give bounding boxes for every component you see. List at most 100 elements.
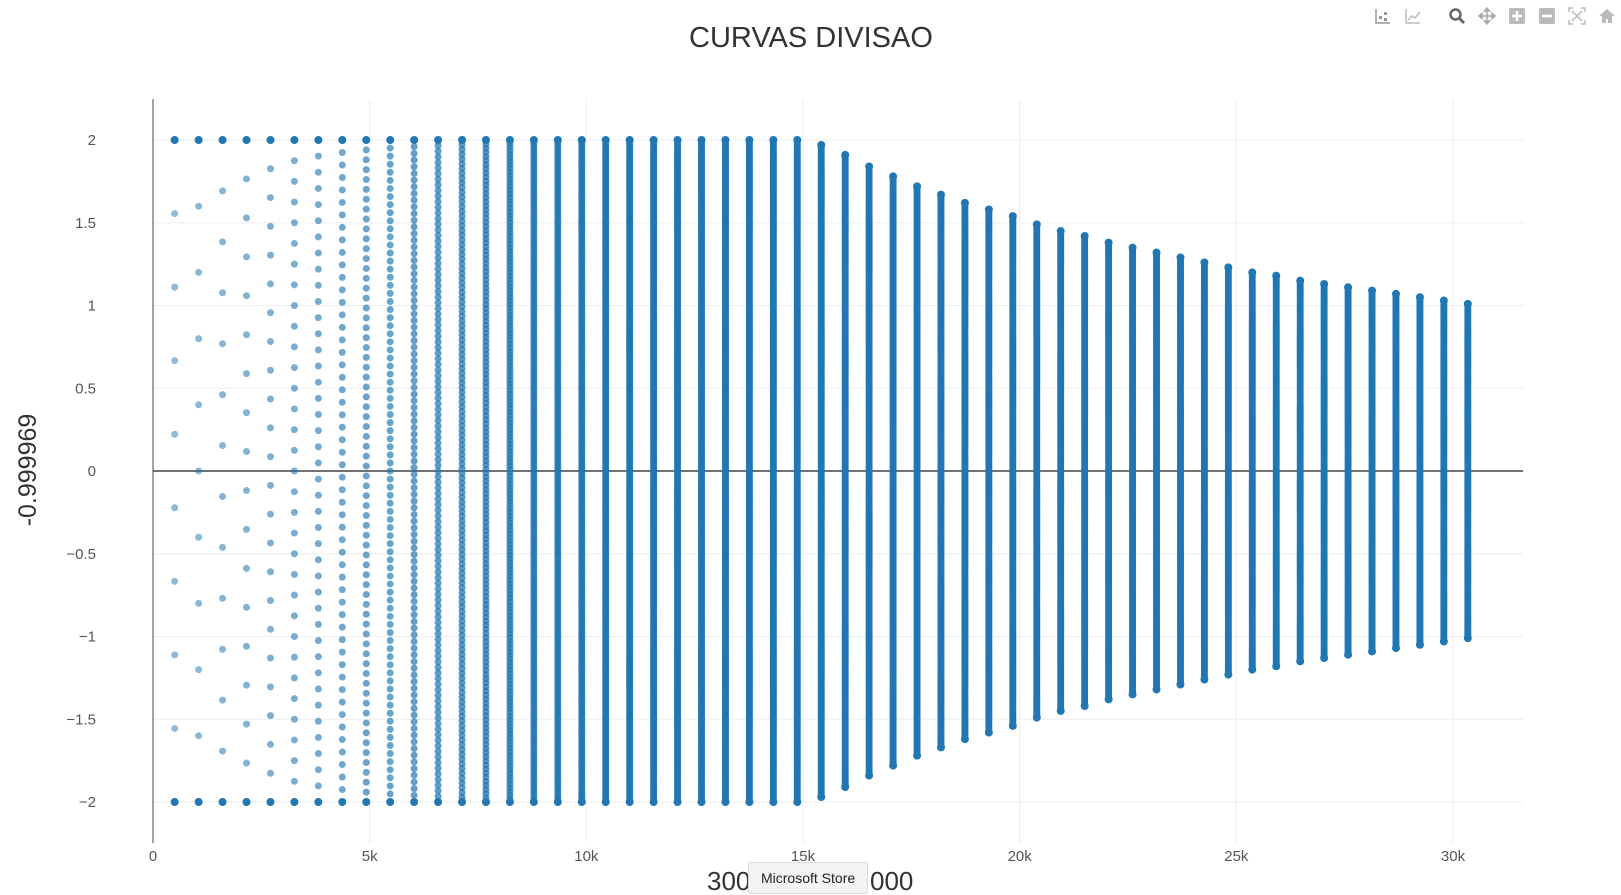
data-point[interactable] [314,410,322,418]
data-point[interactable] [410,711,418,719]
data-point[interactable] [362,561,370,569]
data-point[interactable] [434,512,442,520]
data-point[interactable] [410,571,418,579]
data-point[interactable] [410,544,418,552]
data-point[interactable] [219,442,227,450]
data-point[interactable] [314,556,322,564]
data-point[interactable] [386,427,394,435]
data-point[interactable] [386,386,394,394]
data-point[interactable] [410,698,418,706]
data-point-end[interactable] [338,136,347,144]
data-point[interactable] [434,680,442,688]
data-point-end[interactable] [553,136,562,144]
data-point[interactable] [243,759,251,767]
data-point[interactable] [314,265,322,273]
point-column[interactable] [673,136,682,806]
point-column[interactable] [745,136,754,806]
data-point[interactable] [434,456,442,464]
data-point[interactable] [195,533,203,541]
data-point[interactable] [434,759,442,767]
point-column[interactable] [290,136,299,806]
data-point[interactable] [243,681,251,689]
data-point[interactable] [314,346,322,354]
data-point[interactable] [243,175,251,183]
data-point[interactable] [386,604,394,612]
data-point[interactable] [314,168,322,176]
data-point-end[interactable] [529,798,538,806]
data-point[interactable] [410,490,418,498]
data-point[interactable] [362,235,370,243]
data-point-end[interactable] [410,136,419,144]
data-point[interactable] [386,572,394,580]
data-point[interactable] [434,445,442,453]
data-point[interactable] [290,529,298,537]
data-point-end[interactable] [745,136,754,144]
point-column[interactable] [817,140,826,802]
data-point[interactable] [410,477,418,485]
data-point-end[interactable] [793,136,802,144]
data-point[interactable] [434,602,442,610]
data-point[interactable] [410,517,418,525]
data-point[interactable] [386,257,394,265]
data-point[interactable] [434,259,442,267]
data-point[interactable] [434,748,442,756]
data-point[interactable] [386,725,394,733]
data-point[interactable] [314,620,322,628]
data-point[interactable] [362,353,370,361]
data-point[interactable] [434,546,442,554]
data-point[interactable] [434,209,442,217]
data-point[interactable] [434,630,442,638]
data-point[interactable] [410,577,418,585]
data-point[interactable] [290,343,298,351]
data-point[interactable] [243,525,251,533]
data-point[interactable] [314,378,322,386]
data-point[interactable] [386,596,394,604]
data-point[interactable] [314,653,322,661]
data-point[interactable] [290,633,298,640]
data-point[interactable] [314,459,322,467]
data-point[interactable] [434,198,442,206]
data-point[interactable] [434,181,442,189]
data-point[interactable] [290,177,298,185]
data-point[interactable] [243,409,251,417]
point-column[interactable] [242,136,251,806]
data-point[interactable] [338,398,346,406]
data-point[interactable] [266,625,274,633]
data-point[interactable] [410,370,418,378]
data-point[interactable] [314,524,322,532]
data-point[interactable] [410,551,418,559]
data-point[interactable] [410,644,418,652]
data-point[interactable] [410,791,418,799]
data-point[interactable] [266,366,274,374]
data-point[interactable] [386,507,394,515]
data-point[interactable] [338,611,346,619]
data-point-end[interactable] [577,136,586,144]
data-point[interactable] [434,338,442,346]
data-point[interactable] [434,647,442,655]
data-point[interactable] [314,588,322,596]
data-point[interactable] [410,557,418,565]
data-point[interactable] [362,195,370,203]
data-point[interactable] [434,321,442,329]
data-point[interactable] [362,403,370,411]
data-point[interactable] [410,203,418,211]
data-point[interactable] [362,176,370,184]
data-point[interactable] [338,523,346,531]
data-point[interactable] [434,624,442,632]
data-point[interactable] [434,164,442,172]
data-point[interactable] [266,769,274,777]
data-point[interactable] [410,678,418,686]
data-point[interactable] [434,231,442,239]
data-point[interactable] [434,506,442,514]
data-point[interactable] [362,640,370,648]
data-point[interactable] [266,165,274,173]
data-point[interactable] [434,641,442,649]
data-point[interactable] [314,249,322,257]
data-point[interactable] [386,653,394,661]
data-point[interactable] [338,386,346,394]
data-point[interactable] [434,658,442,666]
data-point[interactable] [386,556,394,564]
data-point[interactable] [290,260,298,268]
data-point[interactable] [314,475,322,483]
point-column[interactable] [721,136,730,806]
